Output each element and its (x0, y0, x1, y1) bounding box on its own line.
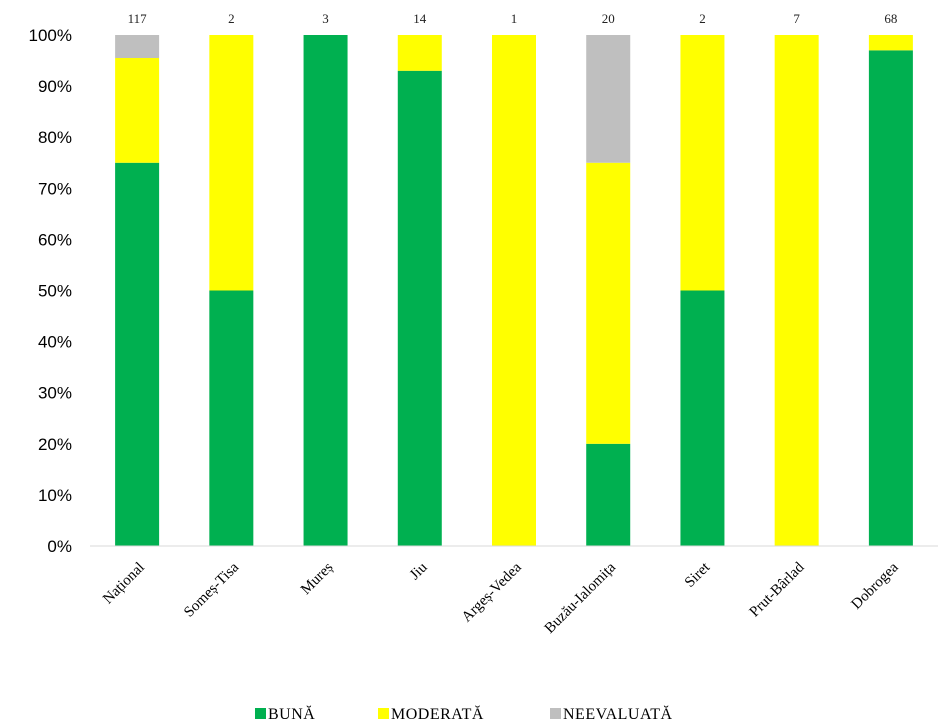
bar-totals: 117 2 3 14 1 20 2 7 68 (128, 11, 898, 26)
x-tick-label: Jiu (407, 559, 431, 583)
bar-segment-buna-siret (680, 291, 724, 547)
bar-total-label: 2 (699, 11, 706, 26)
bar-segment-moderata-jiu (398, 35, 442, 71)
legend-swatch (550, 708, 561, 719)
y-tick-label: 20% (38, 435, 72, 454)
bar-segment-buna-somes-tisa (209, 291, 253, 547)
legend-label: NEEVALUATĂ (563, 704, 673, 723)
bar-total-label: 68 (884, 11, 897, 26)
bar-segment-neevaluata-buzau-ialomita (586, 35, 630, 163)
bar-segment-buna-jiu (398, 71, 442, 546)
y-tick-label: 50% (38, 282, 72, 301)
bar-segment-buna-national (115, 163, 159, 546)
bar-segment-moderata-national (115, 58, 159, 163)
y-tick-label: 0% (47, 537, 72, 556)
bar-segment-moderata-arges-vedea (492, 35, 536, 546)
bar-segment-moderata-dobrogea (869, 35, 913, 50)
y-axis: 0% 10% 20% 30% 40% 50% 60% 70% 80% 90% 100% (29, 26, 72, 556)
bar-segment-moderata-buzau-ialomita (586, 163, 630, 444)
y-tick-label: 90% (38, 77, 72, 96)
y-tick-label: 40% (38, 333, 72, 352)
x-axis: Național Someș-Tisa Mureș Jiu Argeș-Vedea Buz… (100, 559, 902, 637)
x-tick-label: Dobrogea (849, 559, 902, 612)
legend-swatch (255, 708, 266, 719)
legend-item-neevaluata: NEEVALUATĂ (550, 704, 673, 723)
bar-total-label: 20 (602, 11, 615, 26)
bar-total-label: 117 (128, 11, 148, 26)
y-tick-label: 10% (38, 486, 72, 505)
x-tick-label: Național (100, 560, 148, 608)
bar-segment-moderata-prut-barlad (775, 35, 819, 546)
bar-segment-moderata-siret (680, 35, 724, 291)
bar-segment-buna-mures (304, 35, 348, 546)
bar-total-label: 7 (793, 11, 800, 26)
bar-total-label: 1 (511, 11, 518, 26)
legend-label: BUNĂ (268, 704, 315, 723)
bar-total-label: 14 (413, 11, 427, 26)
y-tick-label: 30% (38, 384, 72, 403)
x-tick-label: Buzău-Ialomița (542, 559, 620, 637)
y-tick-label: 100% (29, 26, 72, 45)
x-tick-label: Mureș (298, 559, 337, 598)
bar-segment-buna-buzau-ialomita (586, 444, 630, 546)
legend-item-buna: BUNĂ (255, 704, 315, 723)
y-tick-label: 70% (38, 179, 72, 198)
y-tick-label: 60% (38, 230, 72, 249)
bar-total-label: 3 (322, 11, 329, 26)
legend-swatch (378, 708, 389, 719)
legend: BUNĂ MODERATĂ NEEVALUATĂ (255, 704, 673, 723)
legend-label: MODERATĂ (391, 704, 484, 723)
bar-segment-moderata-somes-tisa (209, 35, 253, 291)
bar-segment-neevaluata-national (115, 35, 159, 58)
x-tick-label: Someș-Tisa (181, 559, 242, 620)
bars (115, 35, 913, 546)
x-tick-label: Prut-Bârlad (747, 559, 808, 620)
bar-segment-buna-dobrogea (869, 50, 913, 546)
x-tick-label: Argeș-Vedea (459, 559, 525, 625)
y-tick-label: 80% (38, 128, 72, 147)
x-tick-label: Siret (682, 559, 714, 591)
bar-total-label: 2 (228, 11, 235, 26)
legend-item-moderata: MODERATĂ (378, 704, 484, 723)
